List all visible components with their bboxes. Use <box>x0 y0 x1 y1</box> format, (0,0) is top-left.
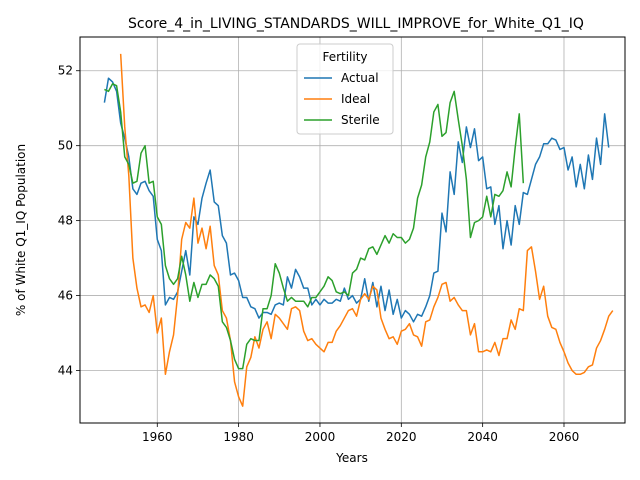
x-tick-label: 1960 <box>142 430 173 444</box>
y-tick-label: 50 <box>58 139 73 153</box>
series-line-actual <box>103 77 610 323</box>
legend-title: Fertility <box>322 50 367 64</box>
y-axis-label: % of White Q1_IQ Population <box>14 144 28 316</box>
x-tick-label: 2000 <box>305 430 336 444</box>
y-tick-label: 44 <box>58 364 73 378</box>
x-tick-label: 1980 <box>223 430 254 444</box>
x-tick-label: 2040 <box>467 430 498 444</box>
y-tick-label: 46 <box>58 289 73 303</box>
x-axis-label: Years <box>335 451 368 465</box>
chart-title: Score_4_in_LIVING_STANDARDS_WILL_IMPROVE… <box>128 16 584 32</box>
series-line-sterile <box>104 83 525 370</box>
y-axis-ticks: 44 46 48 50 52 <box>58 64 80 378</box>
x-axis-ticks: 1960 1980 2000 2020 2040 2060 <box>142 423 579 444</box>
legend-label-ideal: Ideal <box>341 92 370 106</box>
y-tick-label: 48 <box>58 214 73 228</box>
legend-frame <box>296 43 394 135</box>
series-lines <box>103 53 614 407</box>
y-tick-label: 52 <box>58 64 73 78</box>
plot-area-frame <box>79 36 626 424</box>
legend-label-sterile: Sterile <box>341 113 380 127</box>
legend-label-actual: Actual <box>341 71 379 85</box>
x-tick-label: 2060 <box>549 430 580 444</box>
x-tick-label: 2020 <box>386 430 417 444</box>
legend: Fertility Actual Ideal Sterile <box>296 43 394 135</box>
series-line-ideal <box>119 53 614 407</box>
